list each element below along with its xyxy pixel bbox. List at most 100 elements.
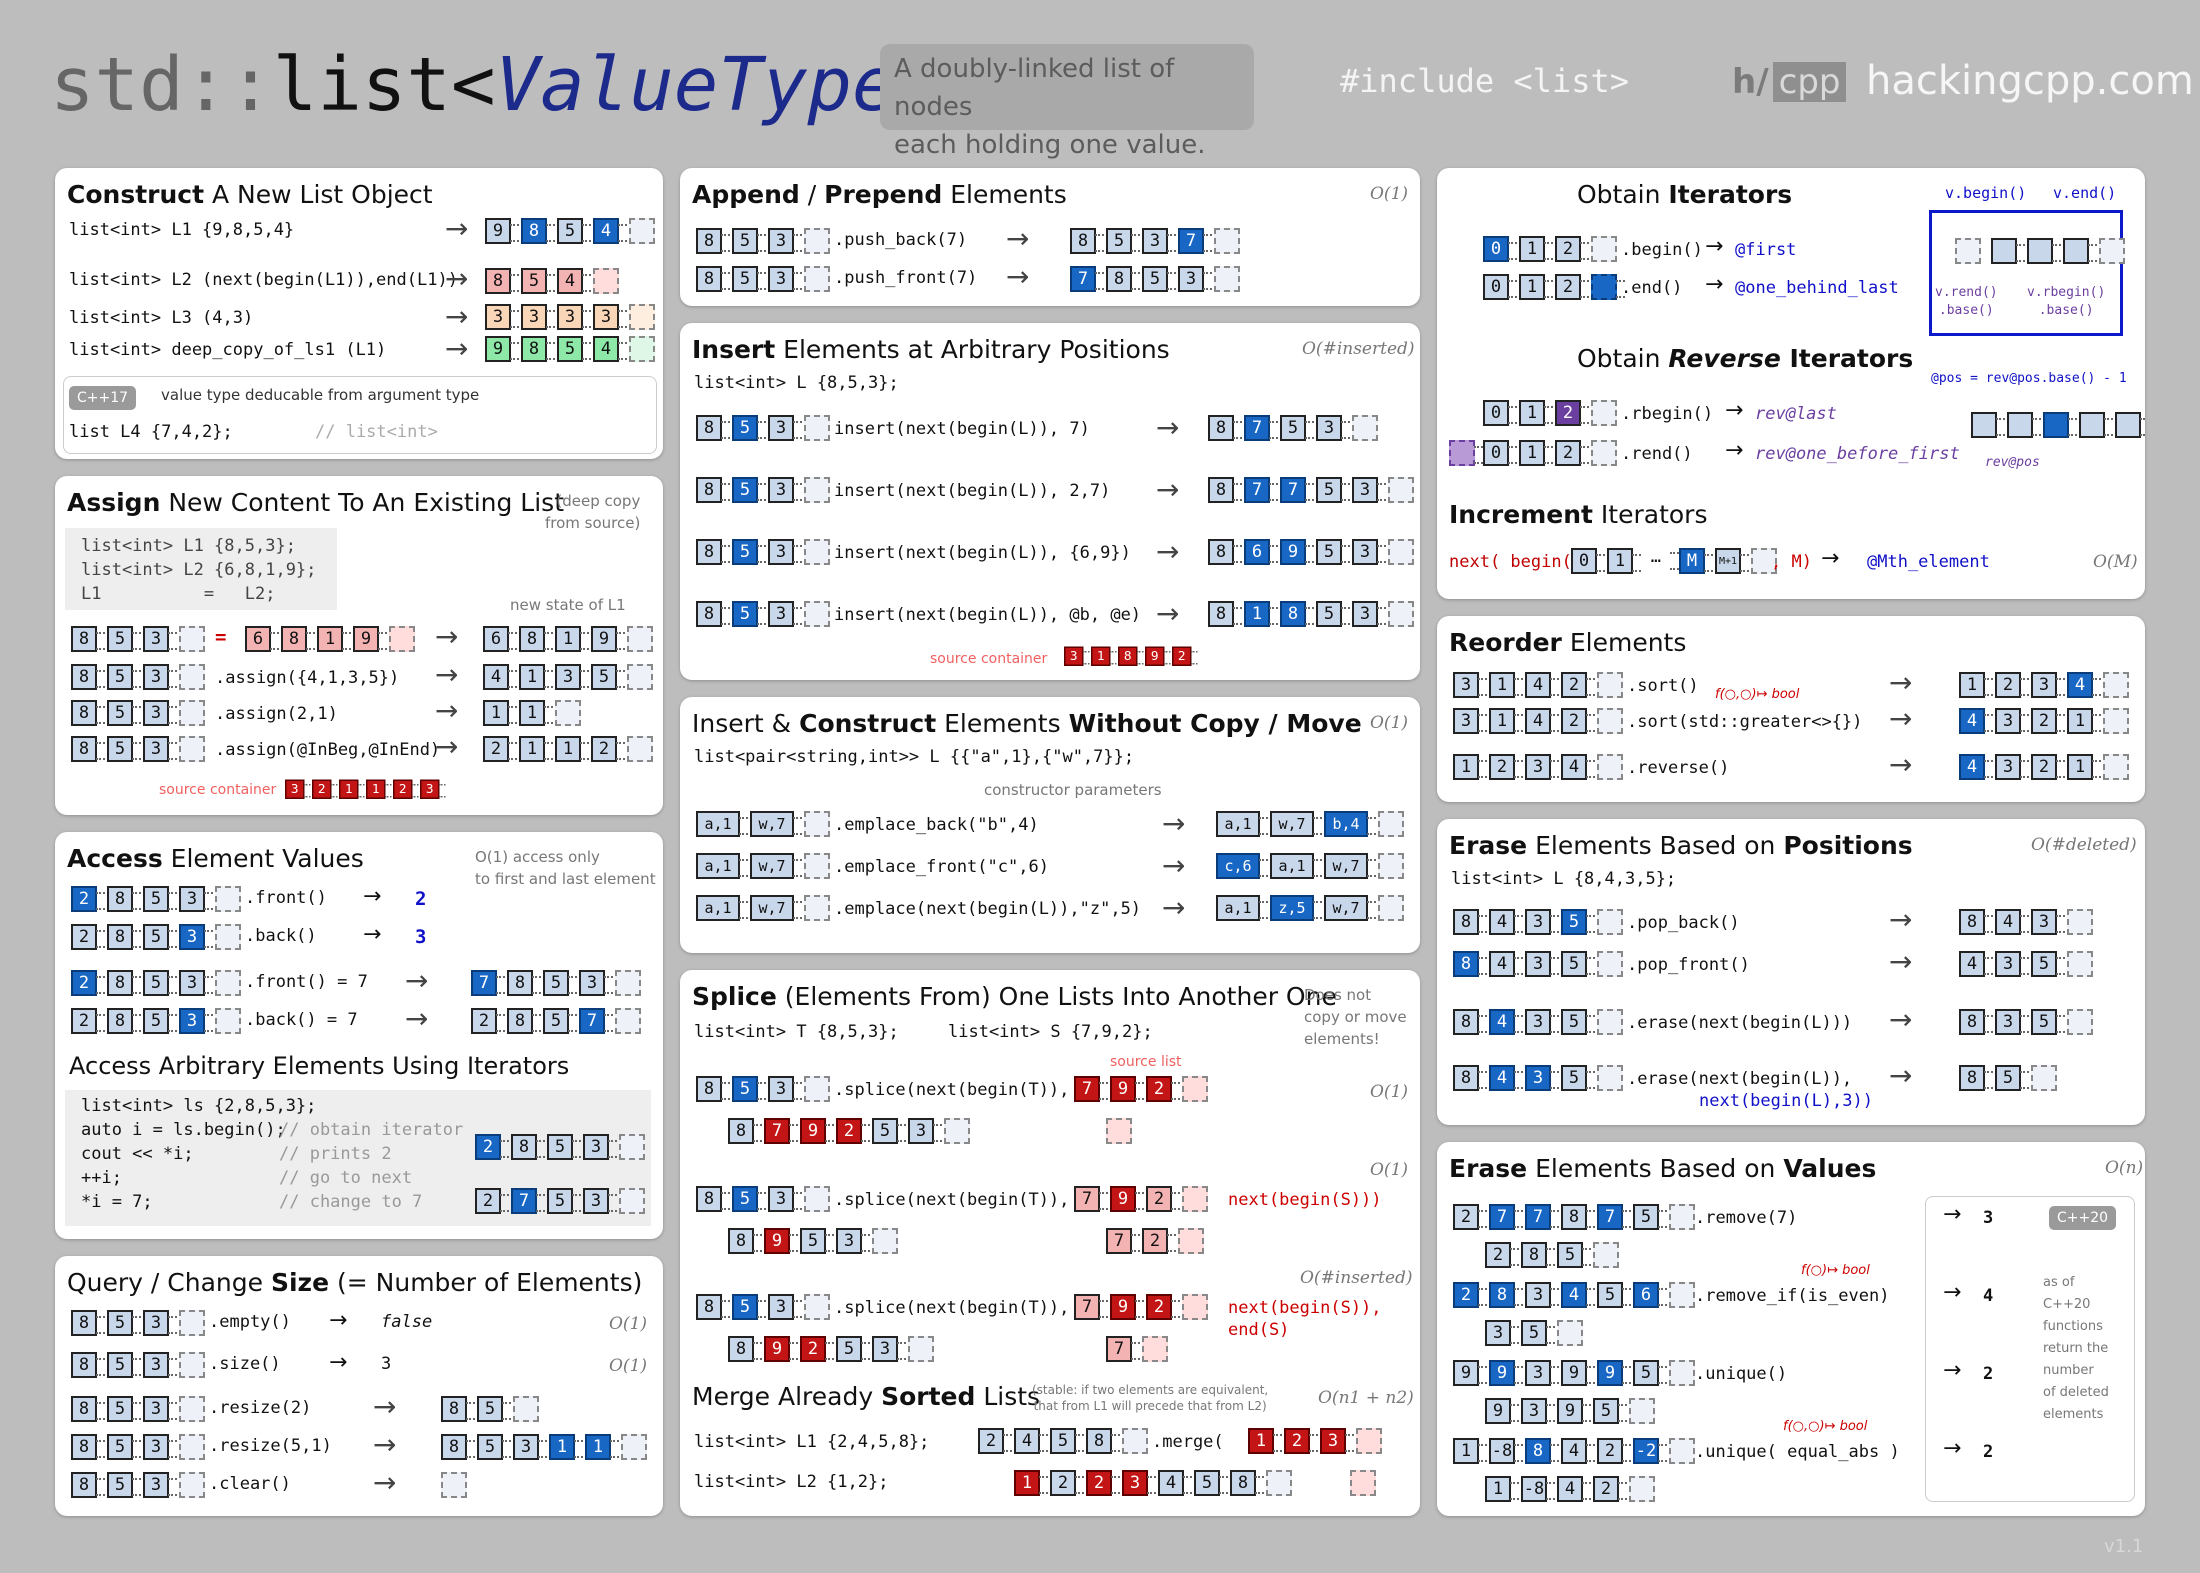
list-node: 8 (1070, 228, 1104, 254)
site-logo[interactable]: h/cpp (1732, 62, 1847, 102)
list-node: 5 (1597, 1282, 1631, 1308)
list-node: w,7 (750, 895, 802, 921)
end-node (1597, 1009, 1623, 1035)
list-node: w,7 (1324, 853, 1376, 879)
list-node: 1 (483, 700, 517, 726)
end-node (2031, 1065, 2057, 1091)
list-node: w,7 (750, 853, 802, 879)
revpos-label: rev@pos (1985, 455, 2040, 470)
insert-decl: list<int> L {8,5,3}; (694, 373, 899, 393)
list-node: 3 (143, 664, 177, 690)
end-node (1178, 1228, 1204, 1254)
end-node (1669, 1360, 1695, 1386)
node-list: a,1 w,7 (696, 893, 840, 923)
end-node (1597, 754, 1623, 780)
list-node: 1 (549, 1434, 583, 1460)
list-node: 3 (1995, 708, 2029, 734)
list-node: 1 (1489, 708, 1523, 734)
arrow-icon: → (1705, 234, 1724, 259)
list-node: 5 (872, 1118, 906, 1144)
node-list: a,1 w,7 (696, 809, 840, 839)
insert-op-1: insert(next(begin(L)), 7) (834, 419, 1090, 439)
list-node: 2 (1561, 672, 1595, 698)
list-node: 5 (107, 1310, 141, 1336)
list-node: 1 (339, 779, 365, 799)
list-node: 2 (1284, 1428, 1318, 1454)
list-node: 7 (1070, 266, 1104, 292)
list-node: 2 (800, 1336, 834, 1362)
list-node: 3 (1525, 909, 1559, 935)
splice-op-1: .splice(next(begin(T)), (834, 1080, 1070, 1100)
list-node: 8 (521, 218, 555, 244)
list-node: 5 (1316, 539, 1350, 565)
list-node: 5 (1561, 951, 1595, 977)
list-node: 9 (1145, 646, 1171, 666)
list-node: 7 (1074, 1186, 1108, 1212)
list-node: 8 (441, 1434, 475, 1460)
end-node (2103, 672, 2129, 698)
end-node (908, 1336, 934, 1362)
erasepos-op-4: .erase(next(begin(L)), (1627, 1069, 1853, 1089)
list-node: 5 (732, 1186, 766, 1212)
construct-code-1: list<int> L1 {9,8,5,4} (69, 220, 295, 240)
list-node: 9 (1557, 1398, 1591, 1424)
list-node: a,1 (1216, 811, 1268, 837)
list-node: 1 (2067, 708, 2101, 734)
list-node: 5 (732, 477, 766, 503)
list-node: 1 (519, 736, 553, 762)
list-node: 3 (143, 1472, 177, 1498)
list-node: 8 (507, 1008, 541, 1034)
query-op-4: .resize(5,1) (209, 1436, 332, 1456)
end-node (627, 664, 653, 690)
arrow-icon: → (1889, 903, 1913, 936)
empty-list (441, 1470, 477, 1500)
insert-op-4: insert(next(begin(L)), @b, @e) (834, 605, 1142, 625)
construct-title: Construct A New List Object (67, 180, 433, 209)
end-node (179, 1472, 205, 1498)
list-node: 4 (1525, 708, 1559, 734)
list-node: 9 (764, 1336, 798, 1362)
list-node: 3 (521, 304, 555, 330)
pos-formula: @pos = rev@pos.base() - 1 (1931, 371, 2127, 386)
list-node: 8 (71, 1434, 105, 1460)
list-node: 5 (1593, 1398, 1627, 1424)
list-node: 4 (1158, 1470, 1192, 1496)
list-node: 8 (71, 1352, 105, 1378)
list-node: 2 (393, 779, 419, 799)
unique-predicate: f(○,○)↦ bool (1783, 1419, 1868, 1434)
list-node: z,5 (1270, 895, 1322, 921)
iter-diagram-nodes (1955, 236, 2135, 266)
list-node: 3 (555, 664, 589, 690)
arrow-icon: → (329, 1350, 348, 1375)
erase-pos-title: Erase Elements Based on Positions (1449, 831, 1913, 860)
site-link[interactable]: hackingcpp.com (1866, 58, 2194, 104)
complexity: O(#deleted) (2031, 835, 2137, 855)
iter-op-4: .rend() (1621, 444, 1693, 464)
end-node (1591, 272, 1627, 302)
query-res-1: false (381, 1312, 433, 1332)
eraseval-n-3: 2 (1983, 1364, 1994, 1384)
list-node: 5 (143, 886, 177, 912)
list-node: a,1 (696, 853, 748, 879)
list-node: 1 (585, 1434, 619, 1460)
erasepos-op-3: .erase(next(begin(L))) (1627, 1013, 1853, 1033)
list-node: 5 (477, 1434, 511, 1460)
iter-res-4: rev@one_before_first (1755, 444, 1960, 464)
list-node: 6 (1244, 539, 1278, 565)
list-node: 8 (71, 1310, 105, 1336)
list-node: 5 (107, 700, 141, 726)
arrow-icon: → (1156, 411, 1180, 444)
insert-title: Insert Elements at Arbitrary Positions (692, 335, 1170, 364)
list-node: 2 (1172, 646, 1198, 666)
